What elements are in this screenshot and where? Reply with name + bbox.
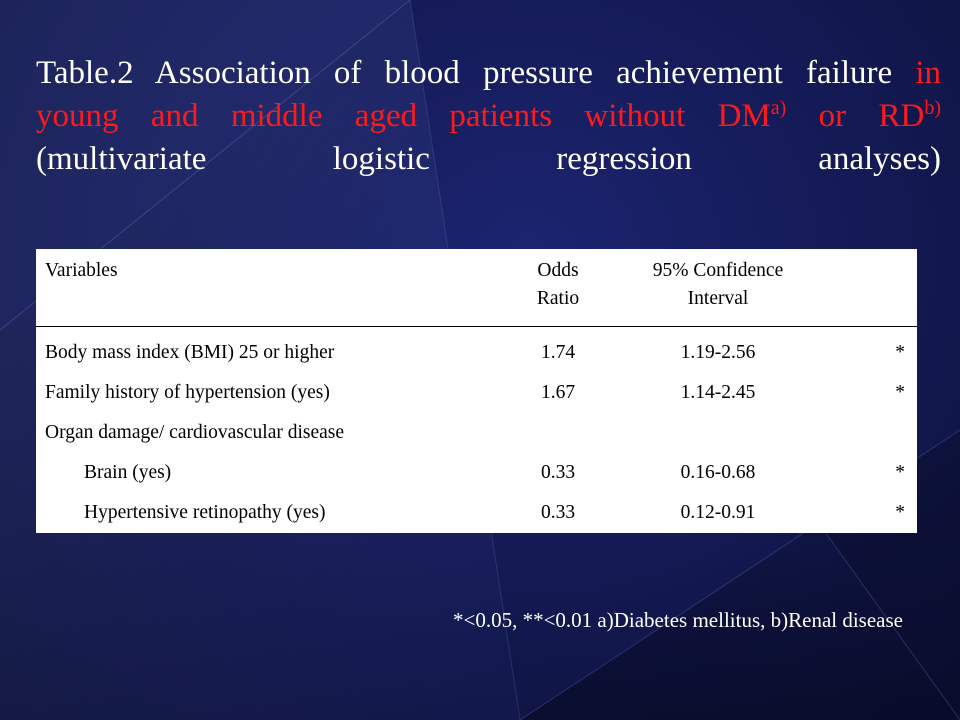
title-line-2-text-a: young and middle aged patients without D…: [36, 98, 771, 134]
cell-odds-ratio: 0.33: [508, 453, 608, 493]
title-line-1-highlight: in: [915, 55, 941, 91]
cell-odds-ratio: 0.33: [508, 493, 608, 533]
cell-variable: Family history of hypertension (yes): [36, 373, 508, 413]
table-row: Organ damage/ cardiovascular disease: [36, 413, 917, 453]
cell-confidence-interval: [608, 413, 828, 453]
table-header-row: Variables Odds Ratio 95% Confidence Inte…: [36, 249, 917, 327]
header-variables: Variables: [36, 249, 508, 327]
cell-significance: *: [828, 453, 917, 493]
cell-variable: Hypertensive retinopathy (yes): [36, 493, 508, 533]
header-odds-ratio-line-1: Odds: [508, 257, 608, 285]
header-odds-ratio: Odds Ratio: [508, 249, 608, 327]
cell-confidence-interval: 1.19-2.56: [608, 327, 828, 374]
cell-odds-ratio: [508, 413, 608, 453]
header-confidence-interval: 95% Confidence Interval: [608, 249, 828, 327]
cell-confidence-interval: 0.12-0.91: [608, 493, 828, 533]
header-ci-line-2: Interval: [608, 285, 828, 313]
cell-odds-ratio: 1.67: [508, 373, 608, 413]
table-row: Hypertensive retinopathy (yes) 0.33 0.12…: [36, 493, 917, 533]
header-ci-line-1: 95% Confidence: [608, 257, 828, 285]
title-line-3: (multivariate logistic regression analys…: [36, 138, 941, 181]
cell-confidence-interval: 1.14-2.45: [608, 373, 828, 413]
table-row: Family history of hypertension (yes) 1.6…: [36, 373, 917, 413]
cell-variable: Body mass index (BMI) 25 or higher: [36, 327, 508, 374]
table-row: Body mass index (BMI) 25 or higher 1.74 …: [36, 327, 917, 374]
slide-title: Table.2 Association of blood pressure ac…: [36, 52, 941, 181]
cell-variable: Brain (yes): [36, 453, 508, 493]
title-line-2: young and middle aged patients without D…: [36, 95, 941, 138]
cell-significance: *: [828, 493, 917, 533]
title-line-2-text-b: or RD: [786, 98, 924, 134]
cell-significance: *: [828, 373, 917, 413]
title-superscript-a: a): [771, 97, 787, 119]
header-odds-ratio-line-2: Ratio: [508, 285, 608, 313]
table-row: Brain (yes) 0.33 0.16-0.68 *: [36, 453, 917, 493]
cell-significance: [828, 413, 917, 453]
cell-odds-ratio: 1.74: [508, 327, 608, 374]
results-table: Variables Odds Ratio 95% Confidence Inte…: [36, 249, 917, 533]
cell-variable: Organ damage/ cardiovascular disease: [36, 413, 508, 453]
title-line-1: Table.2 Association of blood pressure ac…: [36, 52, 941, 95]
cell-significance: *: [828, 327, 917, 374]
title-line-1-text: Table.2 Association of blood pressure ac…: [36, 55, 892, 91]
cell-confidence-interval: 0.16-0.68: [608, 453, 828, 493]
header-significance: [828, 249, 917, 327]
title-superscript-b: b): [924, 97, 941, 119]
footnote: *<0.05, **<0.01 a)Diabetes mellitus, b)R…: [453, 608, 903, 633]
